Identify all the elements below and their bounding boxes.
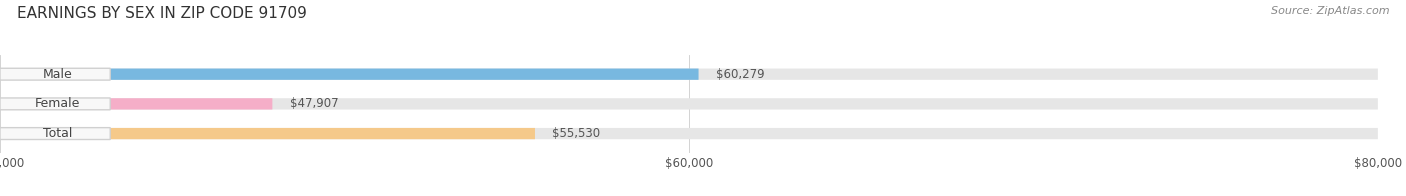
Text: Source: ZipAtlas.com: Source: ZipAtlas.com: [1271, 6, 1389, 16]
FancyBboxPatch shape: [0, 128, 110, 140]
FancyBboxPatch shape: [0, 69, 699, 80]
Text: EARNINGS BY SEX IN ZIP CODE 91709: EARNINGS BY SEX IN ZIP CODE 91709: [17, 6, 307, 21]
FancyBboxPatch shape: [0, 98, 1378, 110]
FancyBboxPatch shape: [0, 128, 1378, 139]
FancyBboxPatch shape: [0, 69, 1378, 80]
FancyBboxPatch shape: [0, 128, 534, 139]
FancyBboxPatch shape: [0, 98, 110, 110]
Text: Total: Total: [42, 127, 72, 140]
FancyBboxPatch shape: [0, 98, 273, 110]
Text: $60,279: $60,279: [716, 68, 765, 81]
Text: $55,530: $55,530: [553, 127, 600, 140]
Text: Male: Male: [42, 68, 72, 81]
Text: Female: Female: [35, 97, 80, 110]
Text: $47,907: $47,907: [290, 97, 339, 110]
FancyBboxPatch shape: [0, 68, 110, 80]
